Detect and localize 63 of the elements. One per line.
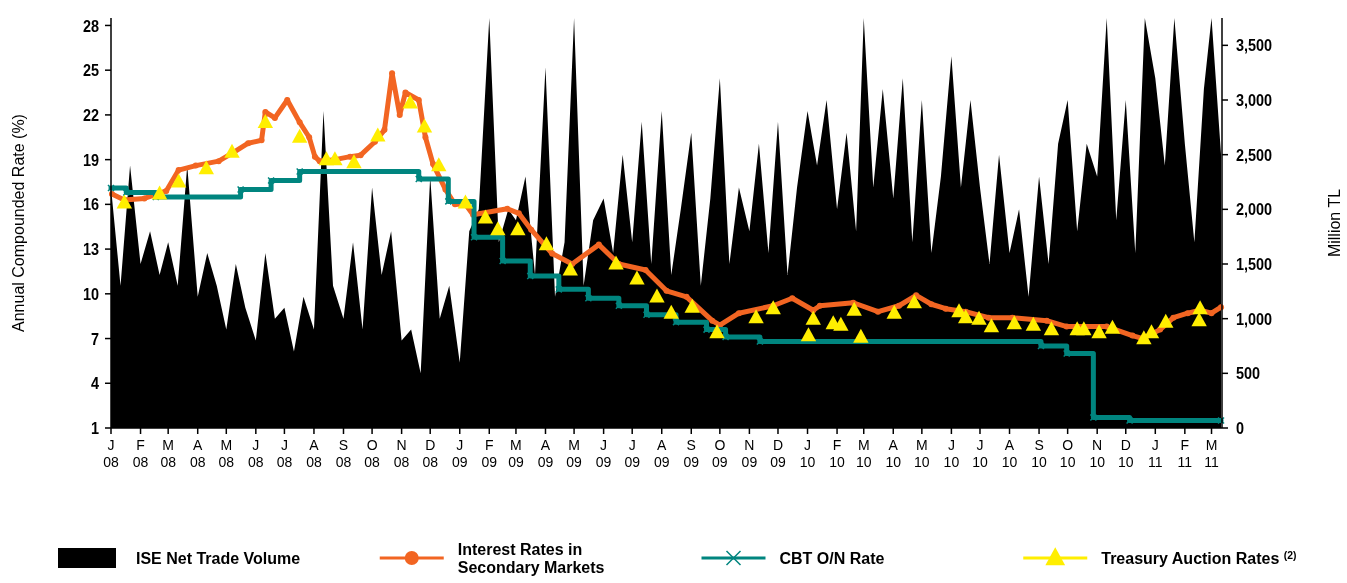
x-tick-label: M 09	[566, 437, 583, 470]
y-axis-title: Annual Compounded Rate (%)	[10, 114, 27, 332]
y2-tick-label: 500	[1236, 364, 1261, 383]
x-tick-label: M 09	[508, 437, 524, 470]
y2-tick-label: 0	[1236, 419, 1245, 438]
y-tick-label: 7	[90, 329, 100, 348]
x-tick-label: S 09	[683, 437, 700, 470]
x-tick-label: A 08	[189, 437, 206, 470]
x-tick-label: A 08	[306, 437, 322, 470]
y2-tick-label: 3,000	[1236, 91, 1273, 110]
x-tick-label: J 09	[451, 437, 468, 470]
legend-label: Treasury Auction Rates $^{(2)}$	[1101, 549, 1297, 567]
x-tick-label: O 08	[364, 437, 381, 470]
y-tick-label: 4	[90, 374, 100, 393]
legend-label: ISE Net Trade Volume	[136, 550, 301, 567]
x-tick-label: S 08	[335, 437, 352, 470]
x-tick-label: N 09	[741, 437, 758, 470]
y2-tick-label: 3,500	[1236, 36, 1273, 55]
y-tick-label: 28	[82, 16, 100, 35]
x-tick-label: N 10	[1089, 437, 1106, 470]
y-tick-label: 22	[82, 105, 100, 125]
x-tick-label: M 08	[218, 437, 235, 470]
x-tick-label: J 10	[799, 437, 816, 470]
x-tick-label: M 11	[1204, 437, 1219, 470]
x-tick-label: J 08	[103, 437, 119, 470]
x-tick-label: F 11	[1177, 437, 1193, 470]
x-tick-label: F 10	[829, 437, 846, 470]
x-tick-label: D 09	[770, 437, 786, 470]
y2-tick-label: 1,500	[1236, 255, 1273, 274]
y2-axis-title: Million TL	[1325, 188, 1343, 258]
y-tick-label: 10	[82, 284, 100, 304]
y2-tick-label: 1,000	[1236, 309, 1273, 329]
y2-tick-label: 2,000	[1236, 200, 1273, 219]
x-tick-label: A 09	[537, 437, 554, 470]
x-tick-label: F 08	[132, 437, 149, 470]
y-tick-label: 16	[82, 195, 100, 214]
x-tick-label: S 10	[1031, 437, 1048, 470]
x-tick-label: O 10	[1059, 437, 1076, 470]
x-tick-label: J 09	[624, 437, 641, 470]
x-tick-label: O 09	[712, 437, 728, 470]
x-tick-label: M 08	[160, 437, 177, 470]
y-tick-label: 1	[90, 419, 100, 438]
x-tick-label: N 08	[393, 437, 410, 470]
x-tick-label: J 10	[972, 437, 988, 470]
legend-label: CBT O/N Rate	[779, 550, 885, 567]
x-tick-label: M 10	[855, 437, 872, 470]
x-tick-label: J 08	[276, 437, 293, 470]
y-tick-label: 19	[82, 150, 100, 169]
y2-tick-label: 2,500	[1236, 145, 1273, 165]
x-tick-label: J 10	[943, 437, 960, 470]
x-tick-label: A 10	[885, 437, 902, 470]
legend-label: Interest Rates in Secondary Markets	[457, 541, 605, 576]
x-tick-label: F 09	[481, 437, 498, 470]
x-tick-label: D 10	[1117, 437, 1134, 470]
x-tick-label: A 10	[1001, 437, 1018, 470]
x-tick-label: M 10	[914, 437, 930, 470]
y-tick-label: 25	[82, 61, 100, 80]
x-tick-label: A 09	[653, 437, 670, 470]
y-tick-label: 13	[82, 240, 100, 259]
x-tick-label: D 08	[422, 437, 439, 470]
x-tick-label: J 11	[1148, 437, 1163, 470]
x-tick-label: J 08	[248, 437, 264, 470]
x-tick-label: J 09	[595, 437, 612, 470]
